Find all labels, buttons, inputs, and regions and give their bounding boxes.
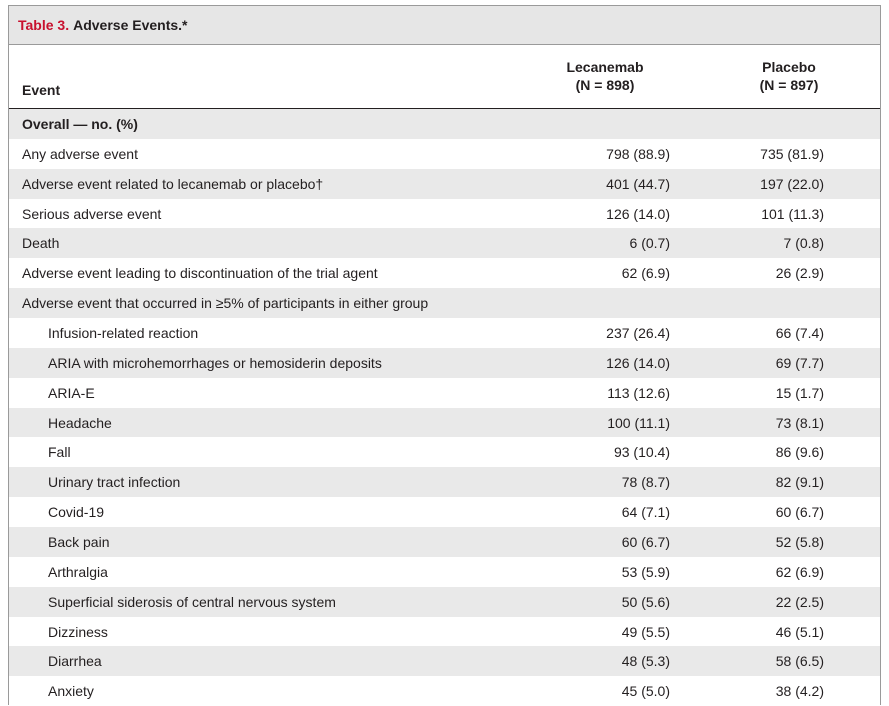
cell-placebo: 66 (7.4): [775, 324, 824, 341]
cell-event: Adverse event leading to discontinuation…: [22, 265, 378, 282]
cell-event: ARIA with microhemorrhages or hemosideri…: [48, 354, 382, 371]
cell-lecanemab: 93 (10.4): [613, 444, 670, 461]
table-row: Superficial siderosis of central nervous…: [9, 586, 880, 617]
cell-event: Adverse event related to lecanemab or pl…: [22, 175, 324, 192]
table-title: Adverse Events.*: [73, 17, 188, 33]
cell-lecanemab: 60 (6.7): [621, 533, 670, 550]
cell-placebo: 101 (11.3): [761, 205, 824, 222]
cell-lecanemab: 126 (14.0): [606, 354, 670, 371]
table-row: Death 6 (0.7) 7 (0.8): [9, 228, 880, 259]
cell-placebo: 46 (5.1): [775, 623, 824, 640]
cell-placebo: 26 (2.9): [775, 265, 824, 282]
cell-placebo: 7 (0.8): [783, 235, 824, 252]
table-row: Diarrhea 48 (5.3) 58 (6.5): [9, 646, 880, 677]
cell-lecanemab: 401 (44.7): [606, 175, 670, 192]
cell-placebo: 60 (6.7): [775, 504, 824, 521]
cell-event: Urinary tract infection: [48, 474, 181, 491]
cell-placebo: 15 (1.7): [775, 384, 824, 401]
cell-lecanemab: 798 (88.9): [606, 145, 670, 162]
header-lecanemab-name: Lecanemab: [566, 59, 644, 75]
cell-lecanemab: 100 (11.1): [607, 414, 670, 431]
cell-placebo: 73 (8.1): [775, 414, 824, 431]
header-lecanemab-n: (N = 898): [575, 77, 635, 93]
table-row: Any adverse event 798 (88.9) 735 (81.9): [9, 139, 880, 169]
cell-lecanemab: 126 (14.0): [606, 205, 670, 222]
table-title-bar: Table 3. Adverse Events.*: [9, 6, 880, 45]
table-row: Urinary tract infection 78 (8.7) 82 (9.1): [9, 467, 880, 498]
table-row: Arthralgia 53 (5.9) 62 (6.9): [9, 557, 880, 587]
cell-placebo: 82 (9.1): [775, 474, 824, 491]
table-row: Headache 100 (11.1) 73 (8.1): [9, 407, 880, 438]
cell-lecanemab: 237 (26.4): [606, 324, 670, 341]
cell-placebo: 22 (2.5): [775, 593, 824, 610]
cell-lecanemab: 6 (0.7): [629, 235, 670, 252]
header-placebo-name: Placebo: [762, 59, 816, 75]
table-label: Table 3.: [18, 17, 70, 33]
table-row: Fall 93 (10.4) 86 (9.6): [9, 437, 880, 467]
cell-event: Covid-19: [48, 504, 105, 521]
table-frame: Table 3. Adverse Events.* Event Lecanema…: [8, 5, 881, 705]
cell-lecanemab: 48 (5.3): [621, 653, 670, 670]
table-row: Adverse event that occurred in ≥5% of pa…: [9, 288, 880, 319]
cell-placebo: 197 (22.0): [760, 175, 824, 192]
header-placebo: Placebo (N = 897): [729, 58, 849, 94]
table-row: Overall — no. (%): [9, 109, 880, 139]
cell-event: Infusion-related reaction: [48, 324, 199, 341]
cell-event: Any adverse event: [22, 145, 138, 162]
table-row: Covid-19 64 (7.1) 60 (6.7): [9, 497, 880, 527]
cell-placebo: 69 (7.7): [775, 354, 824, 371]
cell-event: Adverse event that occurred in ≥5% of pa…: [22, 295, 429, 312]
cell-event: Arthralgia: [48, 563, 108, 580]
cell-lecanemab: 49 (5.5): [621, 623, 670, 640]
cell-lecanemab: 45 (5.0): [621, 683, 670, 700]
cell-event: Death: [22, 235, 60, 252]
table-row: Infusion-related reaction 237 (26.4) 66 (7…: [9, 318, 880, 348]
table-header: Event Lecanemab (N = 898) Placebo (N = 8…: [9, 45, 880, 109]
cell-placebo: 735 (81.9): [760, 145, 824, 162]
table-body: Overall — no. (%) Any adverse event 798 (8…: [9, 109, 880, 706]
cell-placebo: 52 (5.8): [775, 533, 824, 550]
cell-event: Superficial siderosis of central nervous…: [48, 593, 336, 610]
cell-event: Back pain: [48, 533, 110, 550]
cell-event: Diarrhea: [48, 653, 102, 670]
cell-lecanemab: 78 (8.7): [621, 474, 670, 491]
table-row: ARIA-E 113 (12.6) 15 (1.7): [9, 378, 880, 408]
cell-placebo: 62 (6.9): [775, 563, 824, 580]
table-row: Dizziness 49 (5.5) 46 (5.1): [9, 617, 880, 647]
table-row: Serious adverse event 126 (14.0) 101 (11.3…: [9, 199, 880, 229]
cell-event: Serious adverse event: [22, 205, 162, 222]
cell-event: ARIA-E: [48, 384, 95, 401]
table-row: Back pain 60 (6.7) 52 (5.8): [9, 527, 880, 557]
cell-event: Headache: [48, 414, 112, 431]
cell-event: Dizziness: [48, 623, 108, 640]
header-lecanemab: Lecanemab (N = 898): [545, 58, 665, 94]
table-row: Adverse event leading to discontinuation…: [9, 258, 880, 288]
cell-placebo: 58 (6.5): [775, 653, 824, 670]
cell-event: Fall: [48, 444, 71, 461]
cell-lecanemab: 113 (12.6): [607, 384, 670, 401]
cell-lecanemab: 50 (5.6): [621, 593, 670, 610]
cell-event: Overall — no. (%): [22, 115, 138, 132]
cell-lecanemab: 53 (5.9): [621, 563, 670, 580]
cell-placebo: 38 (4.2): [775, 683, 824, 700]
cell-placebo: 86 (9.6): [775, 444, 824, 461]
header-placebo-n: (N = 897): [759, 77, 819, 93]
cell-lecanemab: 62 (6.9): [621, 265, 670, 282]
cell-lecanemab: 64 (7.1): [621, 504, 670, 521]
table-row: Anxiety 45 (5.0) 38 (4.2): [9, 676, 880, 706]
cell-event: Anxiety: [48, 683, 94, 700]
header-event: Event: [22, 82, 61, 98]
table-row: Adverse event related to lecanemab or pl…: [9, 168, 880, 199]
table-row: ARIA with microhemorrhages or hemosideri…: [9, 347, 880, 378]
